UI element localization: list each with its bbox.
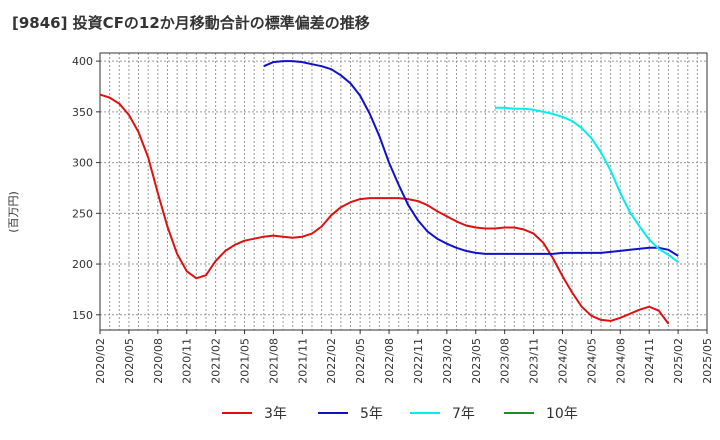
y-axis-label-svg: (百万円)	[7, 191, 20, 233]
y-tick-label: 350	[72, 106, 93, 119]
x-tick-label: 2020/05	[123, 338, 136, 384]
x-tick-label: 2020/02	[94, 338, 107, 384]
y-axis-label-text: (百万円)	[7, 191, 20, 233]
chart-title: [9846] 投資CFの12か月移動合計の標準偏差の推移	[12, 14, 370, 32]
x-tick-label: 2023/08	[499, 338, 512, 384]
legend: 3年 5年 7年 10年	[222, 406, 578, 422]
x-tick-label: 2021/02	[210, 338, 223, 384]
y-tick-label: 150	[72, 309, 93, 322]
x-tick-label: 2022/02	[325, 338, 338, 384]
series-line-0	[99, 93, 670, 325]
x-tick-label: 2020/11	[181, 338, 194, 384]
x-tick-label: 2024/02	[556, 338, 569, 384]
y-tick-label: 250	[72, 207, 93, 220]
x-tick-label: 2021/05	[239, 338, 252, 384]
x-tick-label: 2021/11	[296, 338, 309, 384]
x-tick-label: 2023/02	[441, 338, 454, 384]
x-tick-label: 2025/02	[672, 338, 685, 384]
x-tick-label: 2023/11	[528, 338, 541, 384]
x-tick-label: 2021/08	[267, 338, 280, 384]
x-tick-label: 2025/05	[701, 338, 714, 384]
series-line-2	[495, 106, 679, 263]
x-tick-label: 2024/05	[585, 338, 598, 384]
x-tick-label: 2022/08	[383, 338, 396, 384]
legend-label-3: 10年	[546, 406, 578, 422]
x-tick-label: 2023/05	[470, 338, 483, 384]
y-axis-label: (百万円)	[2, 182, 26, 242]
plot-frame	[99, 52, 708, 331]
x-tick-label: 2024/11	[643, 338, 656, 384]
legend-label-0: 3年	[264, 406, 287, 422]
x-tick-label: 2020/08	[152, 338, 165, 384]
series-lines	[99, 60, 679, 325]
x-ticks: 2020/02 2020/05 2020/08 2020/11 2021/02 2021/…	[94, 330, 714, 384]
x-tick-label: 2022/11	[412, 338, 425, 384]
y-tick-label: 300	[72, 157, 93, 170]
legend-label-1: 5年	[360, 406, 383, 422]
legend-label-2: 7年	[452, 406, 475, 422]
series-line-1	[263, 60, 679, 257]
y-ticks: 150 200 250 300 350 400	[72, 55, 100, 322]
x-tick-label: 2022/05	[354, 338, 367, 384]
grid	[100, 53, 707, 330]
y-tick-label: 200	[72, 258, 93, 271]
x-tick-label: 2024/08	[614, 338, 627, 384]
y-tick-label: 400	[72, 55, 93, 68]
